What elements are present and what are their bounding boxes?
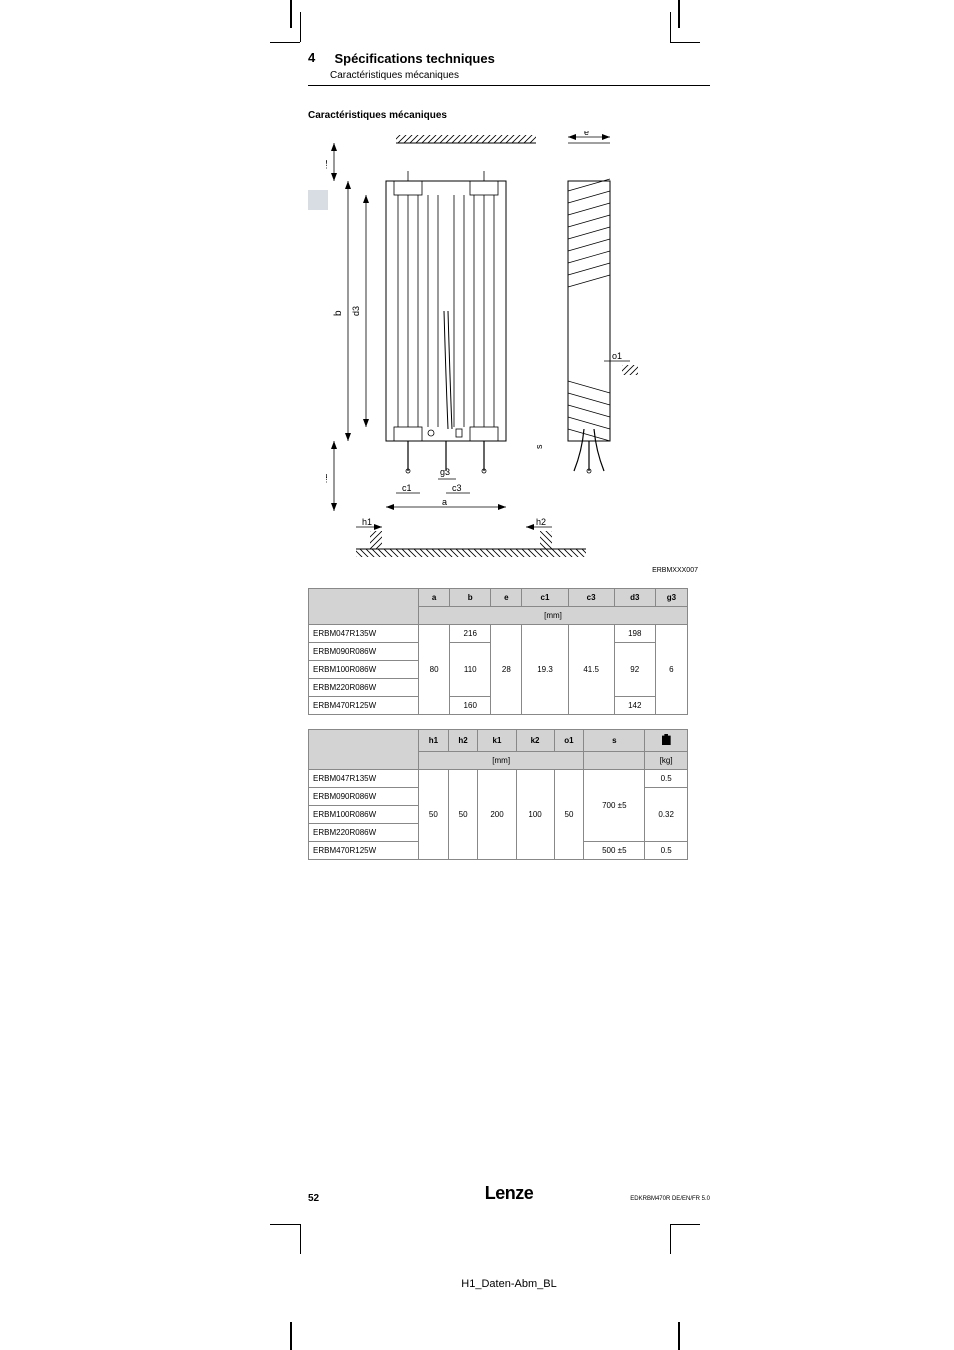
crop-mark	[670, 42, 700, 43]
table-row: ERBM047R135W 50 50 200 100 50 700 ±5 0.5	[309, 770, 688, 788]
value-cell: 0.5	[645, 770, 688, 788]
dimensions-table-2: h1 h2 k1 k2 o1 s [mm] [kg] ERBM047R135W …	[308, 729, 688, 860]
col-header: s	[584, 730, 645, 752]
value-cell: 0.32	[645, 788, 688, 842]
value-cell: 100	[516, 770, 554, 860]
model-cell: ERBM220R086W	[309, 679, 419, 697]
model-cell: ERBM470R125W	[309, 697, 419, 715]
value-cell: 110	[450, 643, 491, 697]
value-cell: 6	[655, 625, 687, 715]
diagram-code: ERBMXXX007	[308, 567, 710, 574]
col-header: e	[491, 589, 522, 607]
col-header: k2	[516, 730, 554, 752]
table-header-blank	[309, 589, 419, 625]
page-content: 4 Spécifications techniques Caractéristi…	[308, 50, 710, 1220]
page-header: 4 Spécifications techniques Caractéristi…	[308, 50, 710, 110]
edge-mark	[290, 1322, 292, 1350]
col-header-weight-icon	[645, 730, 688, 752]
unit-header: [mm]	[419, 607, 688, 625]
value-cell: 500 ±5	[584, 842, 645, 860]
crop-mark	[300, 12, 301, 42]
unit-header	[584, 752, 645, 770]
col-header: h1	[419, 730, 449, 752]
value-cell: 216	[450, 625, 491, 643]
page-footer: 52 Lenze EDKRBM470R DE/EN/FR 5.0	[308, 1183, 710, 1204]
table-row: ERBM047R135W 80 216 28 19.3 41.5 198 6	[309, 625, 688, 643]
value-cell: 50	[554, 770, 584, 860]
header-rule	[308, 85, 710, 86]
dim-label-h2: h2	[536, 517, 546, 527]
col-header: a	[419, 589, 450, 607]
dim-label-c1: c1	[402, 483, 412, 493]
dim-label-h1: h1	[362, 517, 372, 527]
value-cell: 200	[478, 770, 516, 860]
edge-mark	[290, 0, 292, 28]
model-cell: ERBM090R086W	[309, 788, 419, 806]
value-cell: 700 ±5	[584, 770, 645, 842]
model-cell: ERBM047R135W	[309, 625, 419, 643]
col-header: g3	[655, 589, 687, 607]
value-cell: 28	[491, 625, 522, 715]
crop-mark	[270, 42, 300, 43]
col-header: h2	[448, 730, 478, 752]
section-title: Spécifications techniques	[334, 51, 494, 66]
value-cell: 92	[614, 643, 655, 697]
dim-label-s: s	[534, 444, 544, 449]
crop-mark	[670, 1224, 671, 1254]
section-subtitle: Caractéristiques mécaniques	[330, 70, 710, 81]
value-cell: 41.5	[568, 625, 614, 715]
unit-header: [kg]	[645, 752, 688, 770]
value-cell: 0.5	[645, 842, 688, 860]
crop-mark	[670, 12, 671, 42]
mechanical-diagram: b k1 k2 d3	[326, 131, 706, 561]
bottom-reference: H1_Daten-Abm_BL	[308, 1278, 710, 1290]
value-cell: 50	[448, 770, 478, 860]
model-cell: ERBM220R086W	[309, 824, 419, 842]
crop-mark	[270, 1224, 300, 1225]
col-header: b	[450, 589, 491, 607]
col-header: c1	[522, 589, 568, 607]
value-cell: 198	[614, 625, 655, 643]
model-cell: ERBM100R086W	[309, 806, 419, 824]
value-cell: 142	[614, 697, 655, 715]
crop-mark	[300, 1224, 301, 1254]
unit-header: [mm]	[419, 752, 584, 770]
dimensions-table-1: a b e c1 c3 d3 g3 [mm] ERBM047R135W 80 2…	[308, 588, 688, 715]
dim-label-g3: g3	[440, 467, 450, 477]
model-cell: ERBM100R086W	[309, 661, 419, 679]
model-cell: ERBM090R086W	[309, 643, 419, 661]
dim-label-d3: d3	[351, 306, 361, 316]
model-cell: ERBM470R125W	[309, 842, 419, 860]
dim-label-b: b	[333, 310, 344, 316]
dim-label-e: e	[584, 131, 589, 137]
dim-label-o1: o1	[612, 351, 622, 361]
page-number: 52	[308, 1193, 319, 1204]
subsection-heading: Caractéristiques mécaniques	[308, 110, 710, 121]
section-number: 4	[308, 50, 330, 65]
col-header: o1	[554, 730, 584, 752]
col-header: k1	[478, 730, 516, 752]
dim-label-k2: k2	[326, 473, 329, 483]
value-cell: 19.3	[522, 625, 568, 715]
crop-mark	[670, 1224, 700, 1225]
value-cell: 160	[450, 697, 491, 715]
edge-mark	[678, 1322, 680, 1350]
dim-label-a: a	[442, 497, 447, 507]
margin-tab	[308, 190, 328, 210]
document-code: EDKRBM470R DE/EN/FR 5.0	[630, 1196, 710, 1202]
col-header: c3	[568, 589, 614, 607]
edge-mark	[678, 0, 680, 28]
brand-logo: Lenze	[485, 1183, 534, 1204]
value-cell: 80	[419, 625, 450, 715]
col-header: d3	[614, 589, 655, 607]
value-cell: 50	[419, 770, 449, 860]
table-header-blank	[309, 730, 419, 770]
model-cell: ERBM047R135W	[309, 770, 419, 788]
dim-label-c3: c3	[452, 483, 462, 493]
dim-label-k1: k1	[326, 159, 329, 169]
